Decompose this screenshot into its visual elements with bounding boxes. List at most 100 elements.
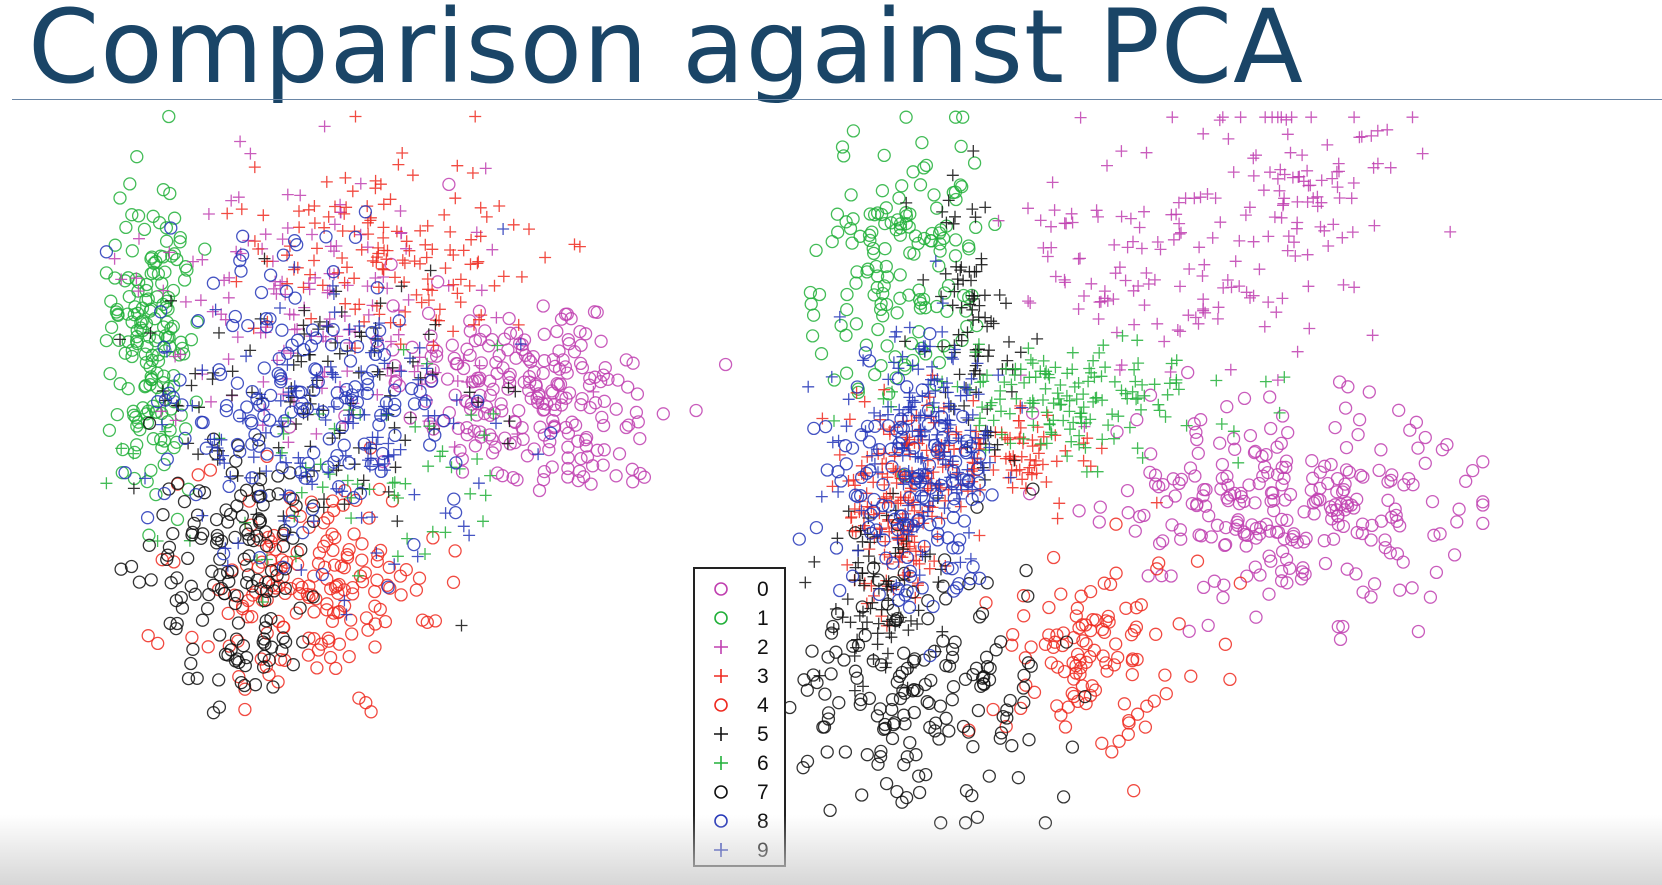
data-point-digit-0 <box>656 407 670 421</box>
data-point-digit-9 <box>395 365 408 378</box>
data-point-digit-9 <box>274 449 287 462</box>
data-point-digit-0 <box>561 426 576 440</box>
data-point-digit-6 <box>439 526 452 539</box>
data-point-digit-9 <box>946 455 959 468</box>
data-point-digit-9 <box>926 360 938 373</box>
data-point-digit-7 <box>996 709 1010 724</box>
data-point-digit-6 <box>1170 354 1183 367</box>
data-point-digit-3 <box>1050 455 1063 468</box>
data-point-digit-0 <box>1396 555 1410 569</box>
data-point-digit-4 <box>321 511 335 525</box>
data-point-digit-8 <box>226 318 240 333</box>
data-point-digit-0 <box>1110 425 1124 439</box>
data-point-digit-7 <box>1026 482 1040 496</box>
data-point-digit-8 <box>945 562 959 576</box>
data-point-digit-3 <box>858 577 871 590</box>
data-point-digit-3 <box>454 273 467 286</box>
data-point-digit-2 <box>1291 345 1304 358</box>
legend-item: 8 <box>695 807 784 836</box>
data-point-digit-1 <box>892 191 906 205</box>
data-point-digit-9 <box>371 431 384 444</box>
data-point-digit-1 <box>159 234 174 248</box>
data-point-digit-7 <box>294 543 308 557</box>
data-point-digit-7 <box>921 612 935 626</box>
data-point-digit-3 <box>400 235 413 248</box>
data-point-digit-0 <box>473 425 487 439</box>
data-point-digit-0 <box>1263 524 1277 538</box>
data-point-digit-0 <box>1274 564 1289 579</box>
data-point-digit-5 <box>970 386 983 399</box>
data-point-digit-5 <box>404 411 417 424</box>
data-point-digit-0 <box>571 473 585 488</box>
data-point-digit-4 <box>1067 672 1081 686</box>
data-point-digit-1 <box>893 268 907 282</box>
data-point-digit-8 <box>154 305 168 319</box>
data-point-digit-3 <box>1037 430 1050 443</box>
data-point-digit-7 <box>142 416 157 430</box>
data-point-digit-0 <box>1202 509 1216 523</box>
data-point-digit-5 <box>844 616 857 629</box>
data-point-digit-3 <box>414 224 427 237</box>
data-point-digit-2 <box>1332 157 1345 170</box>
data-point-digit-5 <box>389 461 402 474</box>
data-point-digit-1 <box>143 378 157 392</box>
data-point-digit-9 <box>340 608 353 621</box>
data-point-digit-9 <box>206 441 219 453</box>
data-point-digit-2 <box>1276 292 1289 305</box>
data-point-digit-6 <box>436 445 449 458</box>
data-point-digit-6 <box>1040 406 1053 419</box>
data-point-digit-6 <box>1128 363 1141 376</box>
data-point-digit-6 <box>1064 423 1076 436</box>
data-point-digit-0 <box>571 434 585 448</box>
data-point-digit-7 <box>832 696 846 710</box>
data-point-digit-6 <box>1170 376 1183 389</box>
data-point-digit-2 <box>331 330 344 343</box>
data-point-digit-3 <box>422 294 435 307</box>
data-point-digit-7 <box>177 494 192 509</box>
data-point-digit-0 <box>1324 457 1338 472</box>
data-point-digit-6 <box>1215 418 1228 430</box>
data-point-digit-0 <box>1285 533 1299 547</box>
data-point-digit-2 <box>1336 231 1349 244</box>
data-point-digit-9 <box>260 465 273 478</box>
data-point-digit-9 <box>964 552 977 565</box>
data-point-digit-9 <box>929 255 942 268</box>
data-point-digit-2 <box>1278 192 1291 205</box>
data-point-digit-1 <box>198 242 212 256</box>
data-point-digit-2 <box>1301 164 1314 177</box>
data-point-digit-8 <box>908 472 922 486</box>
data-point-digit-3 <box>568 238 581 251</box>
data-point-digit-9 <box>274 302 286 314</box>
legend-marker-icon <box>714 843 728 857</box>
data-point-digit-2 <box>1275 211 1288 224</box>
data-point-digit-3 <box>920 399 933 412</box>
data-point-digit-0 <box>453 443 467 458</box>
data-point-digit-8 <box>288 291 302 305</box>
data-point-digit-3 <box>308 200 321 212</box>
data-point-digit-5 <box>298 304 311 317</box>
data-point-digit-9 <box>413 341 426 354</box>
data-point-digit-7 <box>948 635 962 649</box>
data-point-digit-1 <box>104 320 119 334</box>
data-point-digit-0 <box>1190 432 1204 447</box>
data-point-digit-4 <box>1147 694 1161 708</box>
data-point-digit-9 <box>322 466 335 479</box>
data-point-digit-4 <box>1054 587 1068 601</box>
data-point-digit-6 <box>1077 401 1090 414</box>
data-point-digit-1 <box>948 249 963 263</box>
data-point-digit-5 <box>858 579 870 592</box>
data-point-digit-2 <box>381 362 394 375</box>
legend-label: 1 <box>757 607 769 630</box>
data-point-digit-9 <box>394 443 407 456</box>
data-point-digit-1 <box>99 333 114 348</box>
data-point-digit-5 <box>946 299 959 312</box>
data-point-digit-4 <box>328 531 342 545</box>
data-point-digit-9 <box>932 414 945 427</box>
data-point-digit-4 <box>254 652 268 666</box>
data-point-digit-8 <box>915 581 929 595</box>
data-point-digit-9 <box>936 297 949 310</box>
data-point-digit-4 <box>1019 678 1033 692</box>
data-point-digit-0 <box>1154 569 1169 583</box>
data-point-digit-0 <box>510 473 524 487</box>
data-point-digit-4 <box>1149 627 1163 641</box>
